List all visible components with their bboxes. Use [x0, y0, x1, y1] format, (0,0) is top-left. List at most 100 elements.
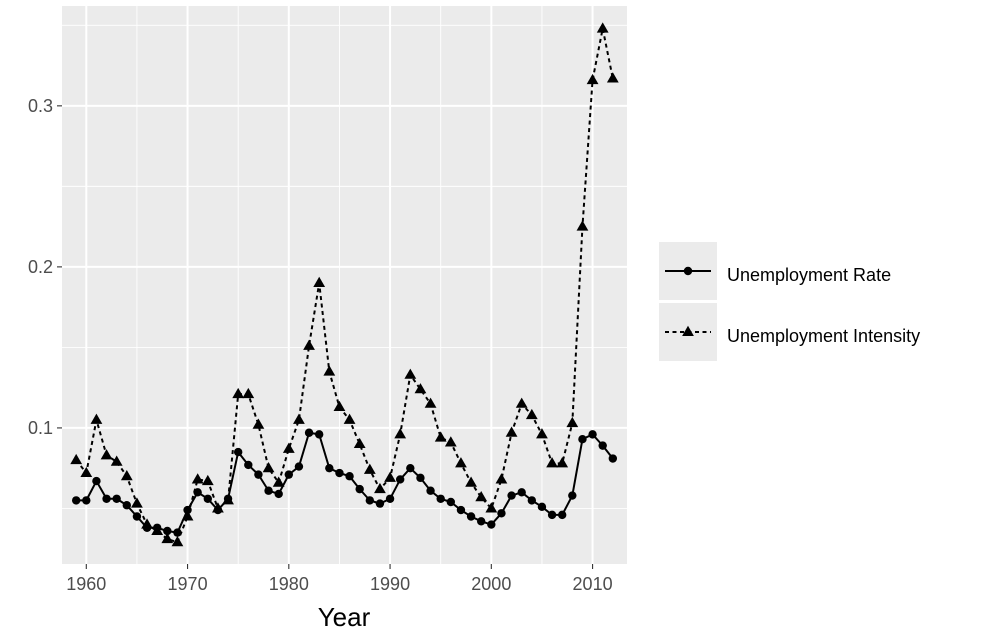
x-tick-label: 1990 — [370, 574, 410, 594]
data-point-unemployment-intensity — [566, 416, 579, 428]
data-point-unemployment-rate — [416, 473, 425, 483]
data-point-unemployment-rate — [527, 496, 537, 505]
data-point-unemployment-intensity — [606, 72, 619, 83]
data-point-unemployment-rate — [284, 470, 294, 479]
data-point-unemployment-rate — [163, 526, 172, 536]
data-point-unemployment-rate — [314, 430, 324, 439]
data-point-unemployment-rate — [203, 494, 213, 503]
data-point-unemployment-rate — [325, 463, 334, 473]
data-point-unemployment-rate — [355, 484, 364, 494]
data-point-unemployment-rate — [426, 486, 435, 495]
data-point-unemployment-intensity — [323, 365, 336, 376]
x-tick-label: 2000 — [471, 574, 511, 594]
minor-gridlines — [62, 6, 627, 564]
data-point-unemployment-rate — [557, 510, 567, 520]
data-point-unemployment-intensity — [201, 474, 214, 486]
data-point-unemployment-rate — [132, 512, 142, 521]
y-tick-label: 0.3 — [28, 96, 53, 116]
data-point-unemployment-intensity — [586, 73, 599, 85]
x-tick-label: 2010 — [573, 574, 613, 594]
data-point-unemployment-rate — [568, 491, 577, 500]
data-point-unemployment-rate — [436, 494, 445, 503]
data-point-unemployment-rate — [122, 501, 132, 510]
data-point-unemployment-rate — [547, 510, 557, 520]
data-point-unemployment-rate — [406, 463, 415, 473]
data-point-unemployment-intensity — [191, 473, 204, 484]
data-point-unemployment-rate — [112, 494, 121, 503]
data-point-unemployment-rate — [578, 434, 587, 444]
data-point-unemployment-intensity — [120, 470, 133, 481]
data-point-unemployment-rate — [456, 505, 466, 515]
series-layer — [70, 22, 619, 547]
data-point-unemployment-intensity — [363, 463, 376, 474]
data-point-unemployment-intensity — [495, 473, 508, 484]
data-point-unemployment-rate — [82, 496, 91, 505]
x-tick-label: 1980 — [269, 574, 309, 594]
data-point-unemployment-intensity — [546, 457, 558, 468]
data-point-unemployment-rate — [507, 491, 516, 500]
data-point-unemployment-intensity — [596, 22, 609, 33]
data-point-unemployment-intensity — [525, 408, 538, 420]
data-point-unemployment-intensity — [80, 466, 93, 478]
data-point-unemployment-intensity — [505, 426, 518, 437]
data-point-unemployment-intensity — [272, 476, 285, 487]
data-point-unemployment-intensity — [404, 368, 417, 379]
data-point-unemployment-rate — [335, 468, 344, 478]
data-point-unemployment-intensity — [374, 482, 386, 494]
data-point-unemployment-rate — [304, 428, 314, 437]
plot-panel — [62, 6, 627, 564]
x-tick-label: 1960 — [66, 574, 106, 594]
data-point-unemployment-intensity — [333, 400, 346, 412]
data-point-unemployment-intensity — [282, 442, 295, 453]
data-point-unemployment-rate — [446, 497, 456, 507]
data-point-unemployment-intensity — [262, 461, 275, 473]
data-point-unemployment-intensity — [252, 418, 265, 429]
data-point-unemployment-intensity — [232, 387, 245, 399]
data-point-unemployment-intensity — [465, 476, 477, 487]
x-axis: 1960 1970 1980 1990 2000 2010 — [66, 564, 613, 594]
data-point-unemployment-rate — [466, 512, 476, 521]
y-tick-label: 0.1 — [28, 418, 53, 438]
data-point-unemployment-rate — [537, 502, 547, 512]
data-point-unemployment-intensity — [293, 413, 305, 424]
data-point-unemployment-intensity — [242, 387, 255, 399]
data-point-unemployment-intensity — [212, 502, 224, 513]
legend-label-unemployment-intensity: Unemployment Intensity — [727, 326, 920, 346]
data-point-unemployment-intensity — [394, 428, 407, 439]
legend-key-marker-unemployment-rate — [683, 266, 693, 276]
data-point-unemployment-intensity — [515, 397, 528, 408]
y-axis: 0.1 0.2 0.3 — [28, 96, 62, 438]
data-point-unemployment-intensity — [434, 431, 447, 442]
data-point-unemployment-intensity — [353, 437, 366, 449]
data-point-unemployment-rate — [365, 496, 375, 505]
data-point-unemployment-rate — [497, 509, 506, 518]
data-point-unemployment-intensity — [70, 453, 83, 465]
data-point-unemployment-rate — [264, 486, 273, 495]
data-point-unemployment-intensity — [384, 471, 396, 482]
data-point-unemployment-rate — [71, 496, 81, 505]
data-point-unemployment-intensity — [171, 536, 184, 547]
data-point-unemployment-intensity — [414, 383, 427, 394]
data-point-unemployment-intensity — [536, 428, 548, 439]
data-point-unemployment-rate — [476, 517, 486, 526]
y-tick-label: 0.2 — [28, 257, 53, 277]
data-point-unemployment-rate — [487, 520, 496, 529]
data-point-unemployment-intensity — [161, 532, 174, 544]
data-point-unemployment-rate — [102, 494, 111, 503]
data-point-unemployment-intensity — [556, 457, 569, 468]
data-point-unemployment-rate — [244, 460, 253, 470]
x-tick-label: 1970 — [168, 574, 208, 594]
data-point-unemployment-rate — [294, 462, 304, 471]
data-point-unemployment-intensity — [100, 449, 113, 460]
data-point-unemployment-rate — [598, 441, 607, 450]
data-point-unemployment-rate — [233, 447, 243, 457]
data-point-unemployment-intensity — [444, 436, 457, 447]
data-point-unemployment-intensity — [485, 502, 498, 513]
legend: Unemployment Rate Unemployment Intensity — [659, 242, 920, 361]
data-point-unemployment-intensity — [455, 457, 467, 468]
data-point-unemployment-rate — [608, 454, 618, 463]
data-point-unemployment-rate — [345, 472, 354, 481]
data-point-unemployment-intensity — [181, 510, 194, 521]
